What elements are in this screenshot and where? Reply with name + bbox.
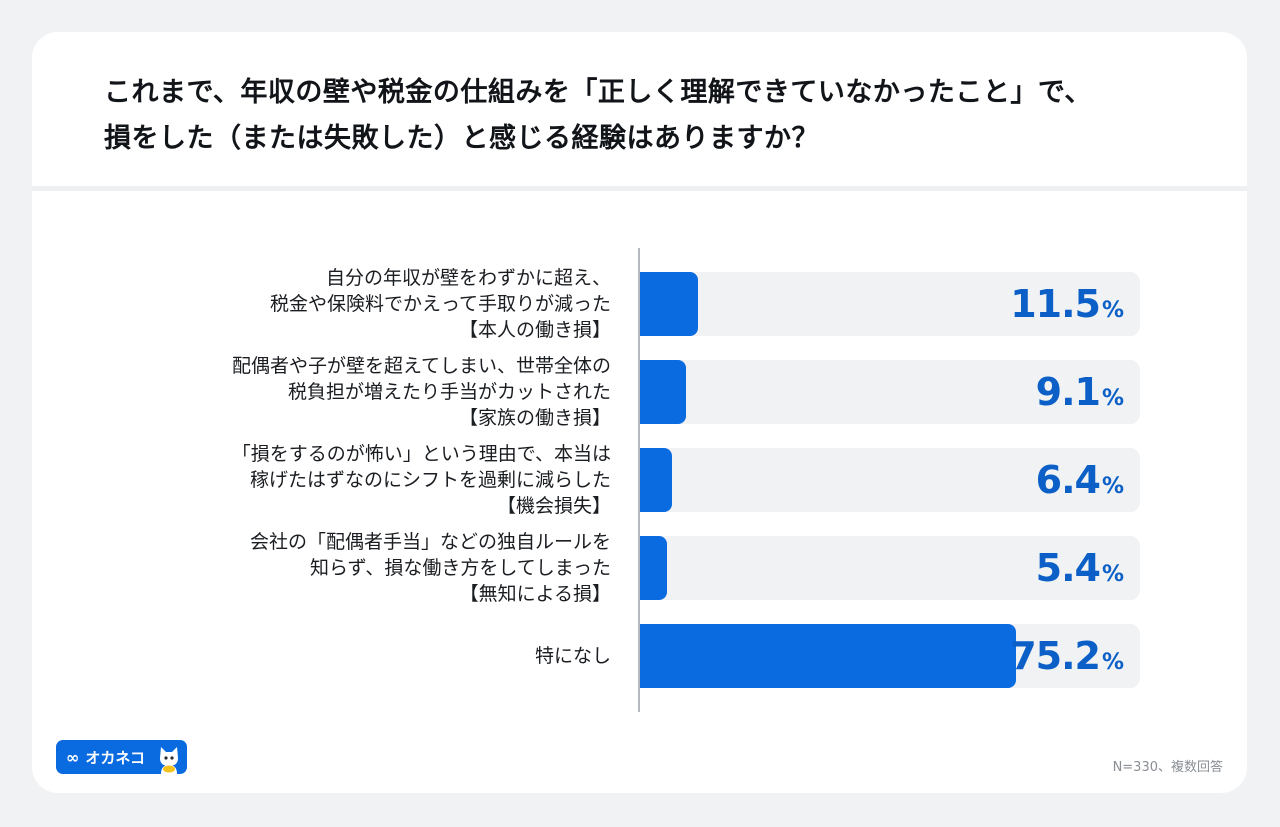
bar-value: 5.4% — [1035, 546, 1124, 590]
sample-note: N=330、複数回答 — [1112, 760, 1223, 775]
bar-label: 配偶者や子が壁を超えてしまい、世帯全体の 税負担が増えたり手当がカットされた 【… — [231, 355, 611, 429]
bar-track: 5.4% — [640, 536, 1140, 600]
bar-label: 「損をするのが怖い」という理由で、本当は 稼げたはずなのにシフトを過剰に減らした… — [231, 443, 611, 517]
bar-fill — [640, 360, 686, 424]
bar-track: 9.1% — [640, 360, 1140, 424]
infinity-icon: ∞ — [66, 747, 80, 767]
bar-fill — [640, 624, 1016, 688]
bar-fill — [640, 448, 672, 512]
okaneko-logo: ∞ オカネコ — [56, 740, 187, 774]
logo-text: オカネコ — [85, 748, 146, 767]
y-axis-line — [638, 248, 640, 712]
bar-value: 11.5% — [1010, 282, 1124, 326]
bar-track: 75.2% — [640, 624, 1140, 688]
bar-row: 配偶者や子が壁を超えてしまい、世帯全体の 税負担が増えたり手当がカットされた 【… — [32, 355, 1247, 429]
bar-row: 「損をするのが怖い」という理由で、本当は 稼げたはずなのにシフトを過剰に減らした… — [32, 443, 1247, 517]
page-title: これまで、年収の壁や税金の仕組みを「正しく理解できていなかったこと」で、 損をし… — [104, 70, 1092, 162]
bar-fill — [640, 536, 667, 600]
bar-track: 6.4% — [640, 448, 1140, 512]
bar-row: 会社の「配偶者手当」などの独自ルールを 知らず、損な働き方をしてしまった 【無知… — [32, 531, 1247, 605]
cat-mascot-icon — [160, 747, 178, 774]
bar-value: 9.1% — [1035, 370, 1124, 414]
bar-row: 自分の年収が壁をわずかに超え、 税金や保険料でかえって手取りが減った 【本人の働… — [32, 267, 1247, 341]
title-line-2: 損をした（または失敗した）と感じる経験はありますか？ — [104, 123, 819, 154]
chart-card: これまで、年収の壁や税金の仕組みを「正しく理解できていなかったこと」で、 損をし… — [32, 32, 1247, 793]
bar-label: 自分の年収が壁をわずかに超え、 税金や保険料でかえって手取りが減った 【本人の働… — [269, 267, 611, 341]
header: これまで、年収の壁や税金の仕組みを「正しく理解できていなかったこと」で、 損をし… — [32, 32, 1247, 186]
bar-label: 会社の「配偶者手当」などの独自ルールを 知らず、損な働き方をしてしまった 【無知… — [249, 531, 611, 605]
bar-fill — [640, 272, 698, 336]
title-line-1: これまで、年収の壁や税金の仕組みを「正しく理解できていなかったこと」で、 — [104, 77, 1092, 108]
bar-value: 6.4% — [1035, 458, 1124, 502]
bar-row: 特になし 75.2% — [32, 624, 1247, 688]
bar-label: 特になし — [534, 645, 611, 667]
bar-value: 75.2% — [1010, 634, 1124, 678]
header-divider — [32, 186, 1247, 191]
bar-track: 11.5% — [640, 272, 1140, 336]
